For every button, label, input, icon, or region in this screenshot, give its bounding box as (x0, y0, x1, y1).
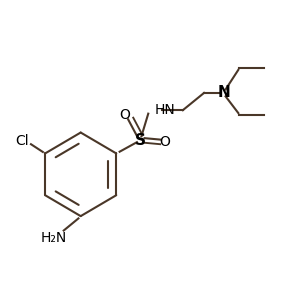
Text: H₂N: H₂N (41, 231, 67, 245)
Text: O: O (159, 135, 170, 149)
Text: HN: HN (154, 103, 175, 117)
Text: Cl: Cl (16, 134, 29, 148)
Text: N: N (218, 85, 230, 100)
Text: S: S (135, 133, 146, 148)
Text: O: O (119, 108, 130, 123)
